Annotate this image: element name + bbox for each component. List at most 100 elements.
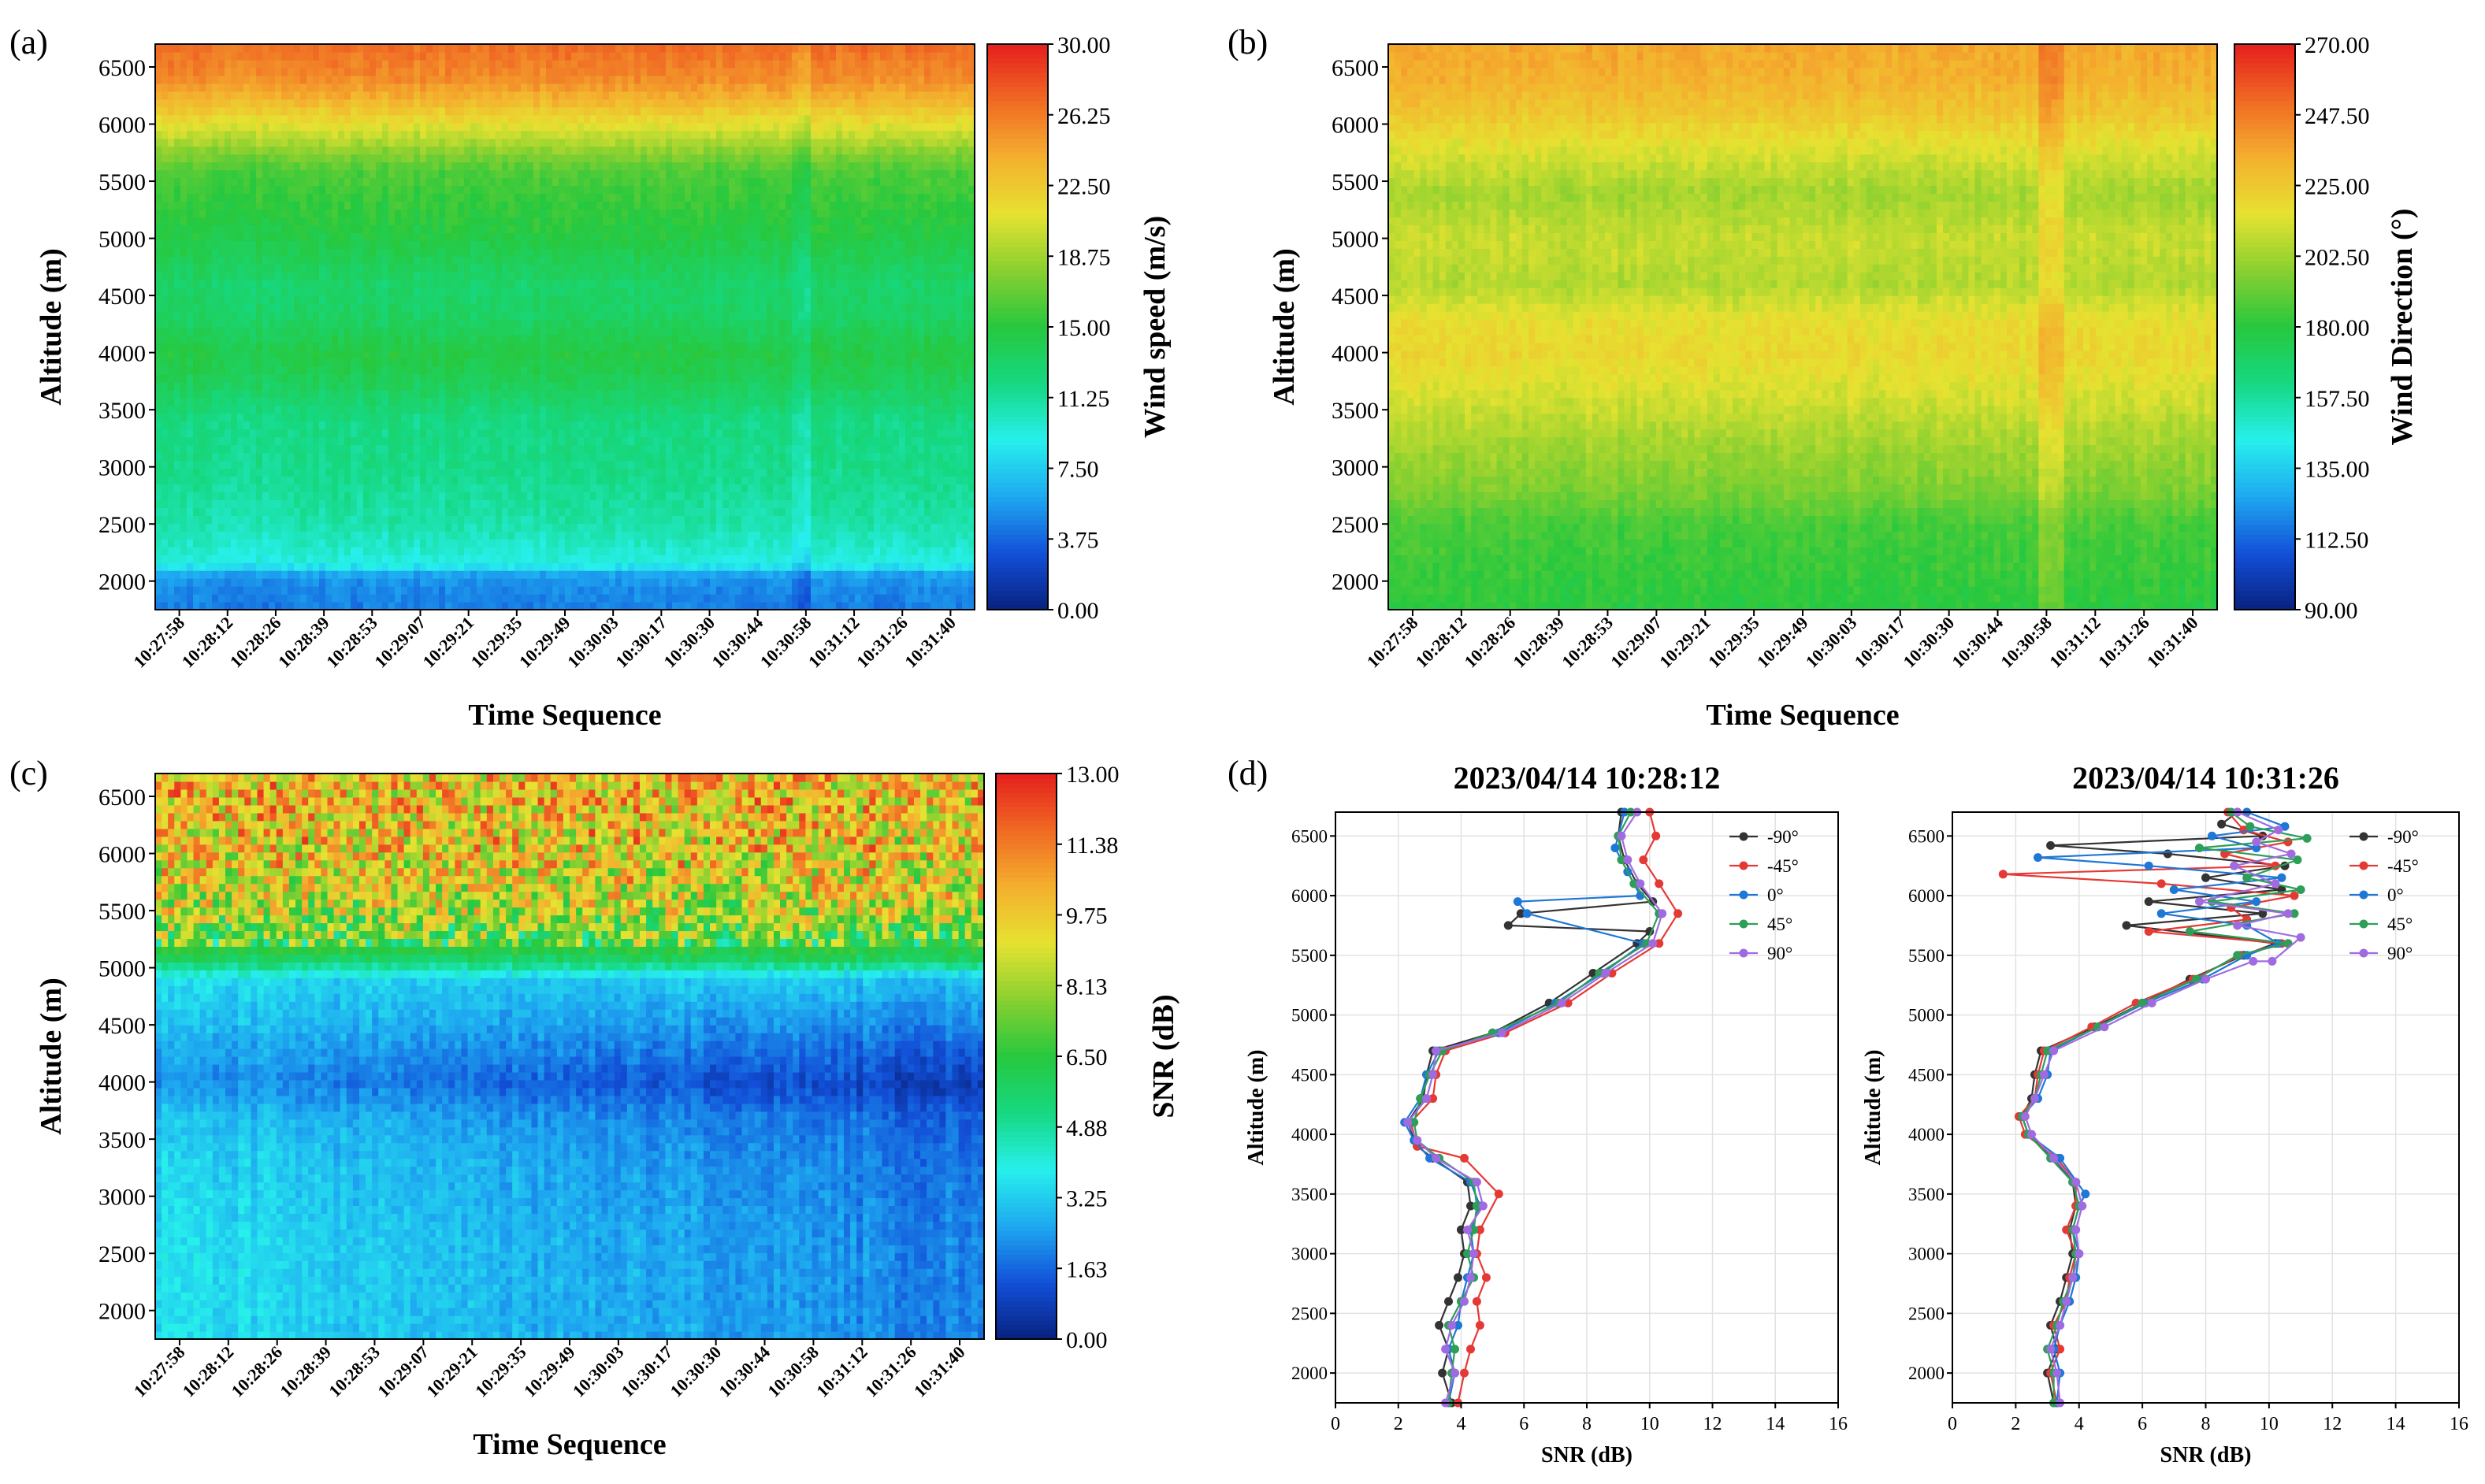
heatmap-cell [533,334,540,343]
heatmap-cell [514,429,522,438]
heatmap-cell [212,523,219,532]
heatmap-cell [477,185,484,195]
heatmap-cell [351,280,358,288]
heatmap-cell [584,468,591,477]
heatmap-cell [521,492,528,500]
heatmap-cell [578,602,585,610]
heatmap-cell [212,288,219,296]
heatmap-cell [250,507,257,516]
heatmap-cell [262,177,269,187]
heatmap-cell [508,586,515,595]
heatmap-cell [546,44,553,53]
heatmap-cell [584,240,591,249]
heatmap-cell [370,334,377,343]
heatmap-cell [395,311,402,320]
heatmap-cell [376,288,383,296]
heatmap-cell [433,358,440,367]
heatmap-cell [370,327,377,336]
heatmap-cell [237,280,244,288]
heatmap-cell [199,531,206,540]
heatmap-cell [325,452,332,462]
heatmap-cell [370,154,377,163]
heatmap-cell [546,303,553,312]
heatmap-cell [514,154,522,163]
heatmap-cell [395,280,402,288]
heatmap-cell [470,397,477,406]
heatmap-cell [433,499,440,508]
heatmap-cell [439,319,446,328]
heatmap-cell [426,484,433,493]
heatmap-cell [300,154,307,163]
heatmap-cell [338,319,345,328]
heatmap-cell [546,98,553,108]
heatmap-cell [439,594,446,603]
heatmap-cell [559,570,566,579]
heatmap-cell [250,98,257,108]
heatmap-cell [162,67,169,76]
heatmap-cell [212,130,219,139]
heatmap-cell [243,75,251,84]
heatmap-cell [483,67,490,76]
heatmap-cell [508,272,515,280]
heatmap-cell [470,169,477,179]
heatmap-cell [470,130,477,139]
heatmap-cell [584,381,591,391]
heatmap-cell [275,303,282,312]
heatmap-cell [300,373,307,383]
heatmap-cell [559,224,566,233]
heatmap-cell [483,531,490,540]
heatmap-cell [489,193,496,202]
heatmap-cell [174,209,181,217]
heatmap-cell [325,381,332,391]
heatmap-cell [464,499,471,508]
heatmap-cell [552,67,559,76]
heatmap-cell [514,373,522,383]
heatmap-cell [256,350,263,359]
heatmap-cell [433,389,440,399]
heatmap-cell [559,280,566,288]
heatmap-cell [470,373,477,383]
heatmap-cell [376,389,383,399]
heatmap-cell [199,342,206,351]
heatmap-cell [294,161,301,171]
heatmap-cell [559,98,566,108]
heatmap-cell [451,114,459,124]
heatmap-cell [231,114,238,124]
heatmap-cell [325,484,332,493]
heatmap-cell [571,83,578,92]
heatmap-cell [218,272,225,280]
heatmap-cell [174,365,181,375]
heatmap-cell [288,586,295,595]
heatmap-cell [325,83,332,92]
heatmap-cell [193,436,200,446]
heatmap-cell [256,468,263,477]
heatmap-cell [407,413,414,422]
heatmap-cell [565,421,572,430]
heatmap-cell [514,169,522,179]
heatmap-cells [155,44,975,610]
heatmap-cell [250,397,257,406]
heatmap-cell [426,67,433,76]
heatmap-cell [250,280,257,288]
heatmap-cell [262,288,269,296]
heatmap-cell [376,272,383,280]
heatmap-cell [319,295,326,304]
heatmap-cell [225,280,232,288]
heatmap-cell [470,311,477,320]
heatmap-cell [514,106,522,116]
heatmap-cell [155,578,162,587]
heatmap-cell [180,122,188,132]
heatmap-cell [162,44,169,53]
heatmap-cell [294,397,301,406]
heatmap-cell [395,154,402,163]
heatmap-cell [514,397,522,406]
heatmap-cell [357,342,364,351]
heatmap-cell [451,515,459,524]
heatmap-cell [433,413,440,422]
heatmap-cell [262,570,269,579]
heatmap-cell [445,468,452,477]
heatmap-cell [414,381,421,391]
heatmap-cell [325,539,332,547]
heatmap-cell [376,460,383,469]
heatmap-cell [187,224,194,233]
